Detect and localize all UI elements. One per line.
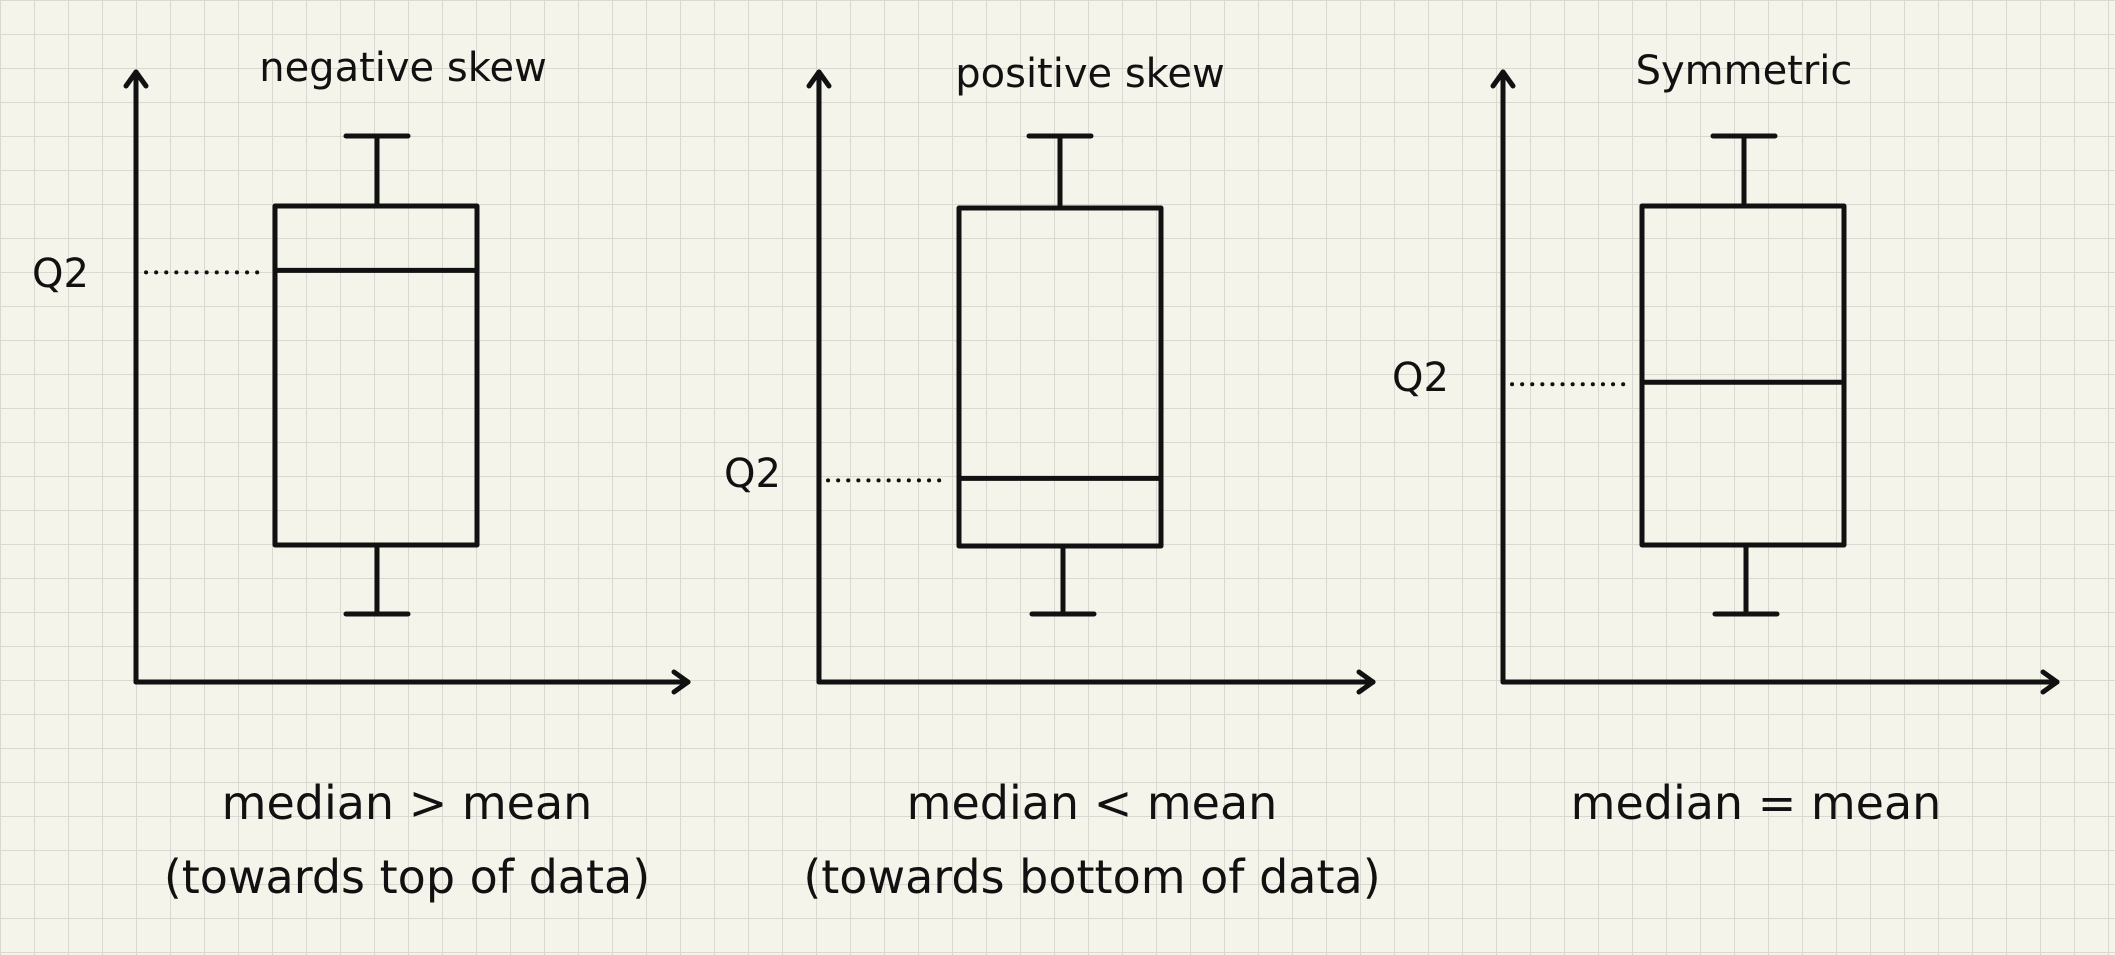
box (956, 205, 1164, 549)
panel-symmetric (1490, 69, 2060, 695)
box (1639, 203, 1847, 548)
y-axis-arrowhead (806, 69, 832, 89)
caption-negative-line2: (towards top of data) (163, 850, 651, 904)
caption-symmetric-line1: median = mean (1570, 776, 1942, 830)
q2-label-symmetric: Q2 (1392, 355, 1449, 401)
panel-title-symmetric: Symmetric (1635, 48, 1853, 94)
x-axis-arrowhead (2040, 669, 2060, 695)
panel-title-positive: positive skew (955, 51, 1225, 97)
panel-negative-skew (123, 69, 691, 695)
y-axis-arrowhead (123, 69, 149, 89)
panel-positive-skew (806, 69, 1376, 695)
x-axis-arrowhead (671, 669, 691, 695)
panel-title-negative: negative skew (259, 45, 547, 91)
q2-label-negative: Q2 (32, 251, 89, 297)
x-axis-arrowhead (1356, 669, 1376, 695)
caption-positive-line2: (towards bottom of data) (803, 850, 1381, 904)
caption-negative-line1: median > mean (221, 776, 593, 830)
caption-positive-line1: median < mean (906, 776, 1278, 830)
y-axis-arrowhead (1490, 69, 1516, 89)
q2-label-positive: Q2 (724, 451, 781, 497)
box (272, 203, 480, 548)
